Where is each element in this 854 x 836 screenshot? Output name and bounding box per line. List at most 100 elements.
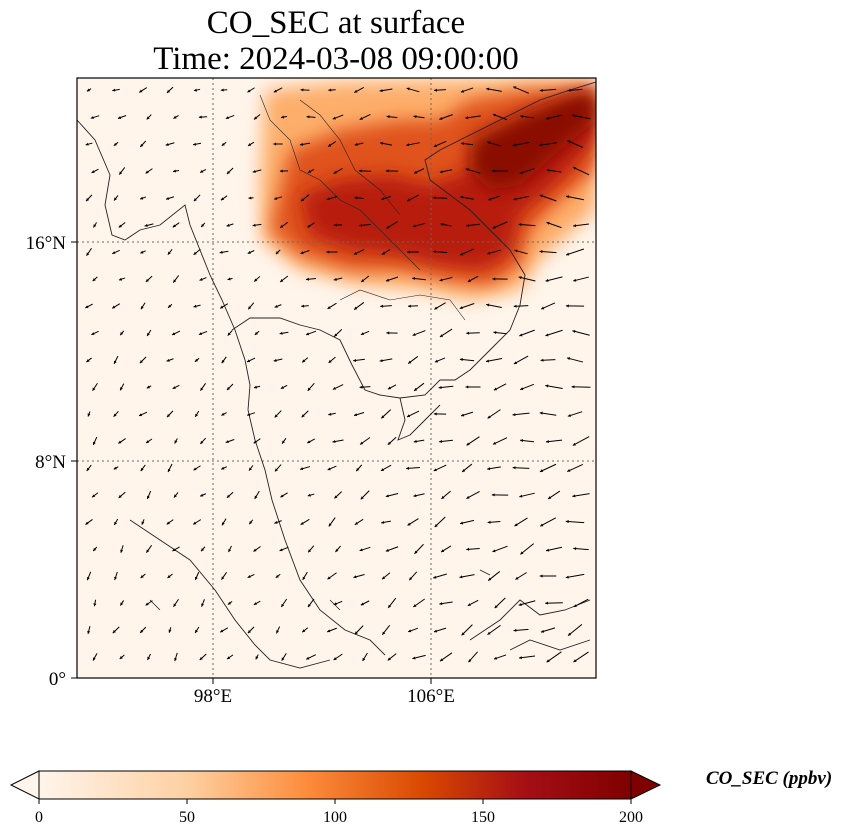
wind-arrow-head (201, 223, 205, 228)
wind-arrow-head (147, 332, 150, 336)
lat-tick-0: 0° (49, 669, 66, 690)
wind-arrow-head (465, 385, 469, 389)
wind-arrow (249, 680, 252, 688)
wind-arrow-head (282, 440, 285, 444)
wind-arrow-head (226, 170, 230, 174)
wind-arrow-head (281, 603, 285, 608)
wind-arrow-head (492, 277, 496, 281)
wind-arrow-head (166, 89, 171, 93)
wind-arrow-head (440, 222, 444, 226)
wind-arrow (565, 195, 585, 201)
wind-arrow-head (461, 142, 464, 146)
wind-arrow-head (520, 387, 524, 391)
wind-arrow-head (543, 686, 546, 689)
wind-arrow-head (334, 495, 338, 499)
wind-arrow-head (165, 143, 169, 146)
wind-arrow-head (414, 387, 418, 391)
wind-arrow-head (434, 88, 437, 92)
wind-arrow-head (353, 358, 357, 362)
wind-arrow-head (140, 575, 144, 579)
wind-arrow-head (193, 304, 197, 308)
wind-arrow-head (118, 277, 123, 281)
wind-arrow-head (174, 657, 178, 662)
wind-arrow (545, 276, 563, 282)
wind-arrow-head (249, 521, 253, 525)
wind-arrow-head (459, 575, 463, 579)
wind-arrow-head (434, 523, 438, 528)
wind-arrow (302, 682, 309, 686)
colorbar-extend-low (9, 770, 40, 800)
wind-arrow-head (166, 358, 170, 362)
wind-arrow-head (165, 196, 170, 200)
wind-arrow-head (141, 685, 144, 688)
wind-arrow (546, 651, 562, 663)
colorbar-tick-0: 0 (35, 809, 43, 826)
wind-arrow-head (120, 602, 124, 606)
wind-arrow-head (273, 142, 277, 146)
wind-arrow-head (466, 495, 470, 499)
wind-arrow-head (492, 549, 496, 553)
wind-arrow-head (434, 359, 439, 363)
wind-arrow-head (545, 278, 549, 282)
wind-arrow-head (275, 574, 279, 578)
wind-arrow-head (308, 549, 312, 553)
wind-arrow-head (145, 278, 149, 282)
wind-arrow-head (118, 224, 122, 228)
wind-arrow (512, 412, 530, 416)
wind-arrow-head (434, 306, 438, 310)
wind-arrow-head (466, 442, 470, 446)
wind-arrow-head (408, 629, 412, 633)
wind-arrow-head (326, 197, 330, 201)
wind-arrow-head (307, 493, 311, 497)
wind-arrow-head (327, 306, 331, 309)
wind-arrow-head (254, 331, 258, 335)
wind-arrow-head (92, 387, 96, 391)
wind-arrow-head (439, 658, 444, 662)
wind-arrow-head (518, 656, 522, 660)
wind-arrow-head (329, 684, 332, 687)
wind-arrow-head (520, 551, 524, 555)
wind-arrow-head (145, 602, 149, 606)
wind-arrow-head (280, 279, 284, 282)
wind-arrow-head (146, 549, 150, 553)
wind-arrow-head (275, 251, 279, 255)
wind-arrow-head (567, 140, 571, 144)
wind-arrow-head (140, 143, 144, 147)
wind-arrow-head (565, 575, 569, 579)
wind-arrow (518, 223, 536, 227)
wind-arrow-head (568, 632, 572, 636)
wind-arrow-head (493, 331, 497, 335)
wind-arrow-head (407, 198, 411, 202)
wind-arrow (539, 250, 557, 254)
wind-arrow-head (274, 196, 278, 200)
wind-arrow-head (572, 494, 576, 498)
wind-arrow-head (539, 88, 543, 92)
wind-arrow-head (381, 251, 386, 255)
wind-arrow (543, 679, 554, 690)
wind-arrow-head (513, 685, 516, 688)
wind-arrow-head (275, 684, 278, 687)
wind-arrow-head (173, 279, 177, 283)
wind-arrow-head (86, 252, 90, 256)
wind-arrow-head (548, 496, 552, 499)
wind-arrow (486, 683, 502, 686)
wind-arrow-head (335, 548, 339, 553)
wind-arrow-head (86, 576, 90, 581)
wind-arrow-head (518, 276, 522, 280)
wind-arrow-head (493, 656, 498, 660)
wind-arrow-head (360, 602, 365, 606)
wind-arrow-head (546, 168, 550, 172)
wind-arrow-head (408, 360, 412, 364)
wind-arrow-head (439, 334, 444, 337)
wind-arrow-head (565, 520, 569, 524)
wind-arrow-head (281, 657, 285, 661)
wind-arrow-head (487, 520, 491, 524)
wind-arrow-head (220, 629, 224, 633)
wind-arrow-head (172, 169, 176, 173)
wind-arrow-head (567, 468, 571, 472)
wind-arrow-head (439, 602, 443, 606)
wind-arrow-head (139, 360, 143, 364)
wind-arrow-head (328, 143, 332, 147)
wind-arrow (113, 681, 118, 688)
